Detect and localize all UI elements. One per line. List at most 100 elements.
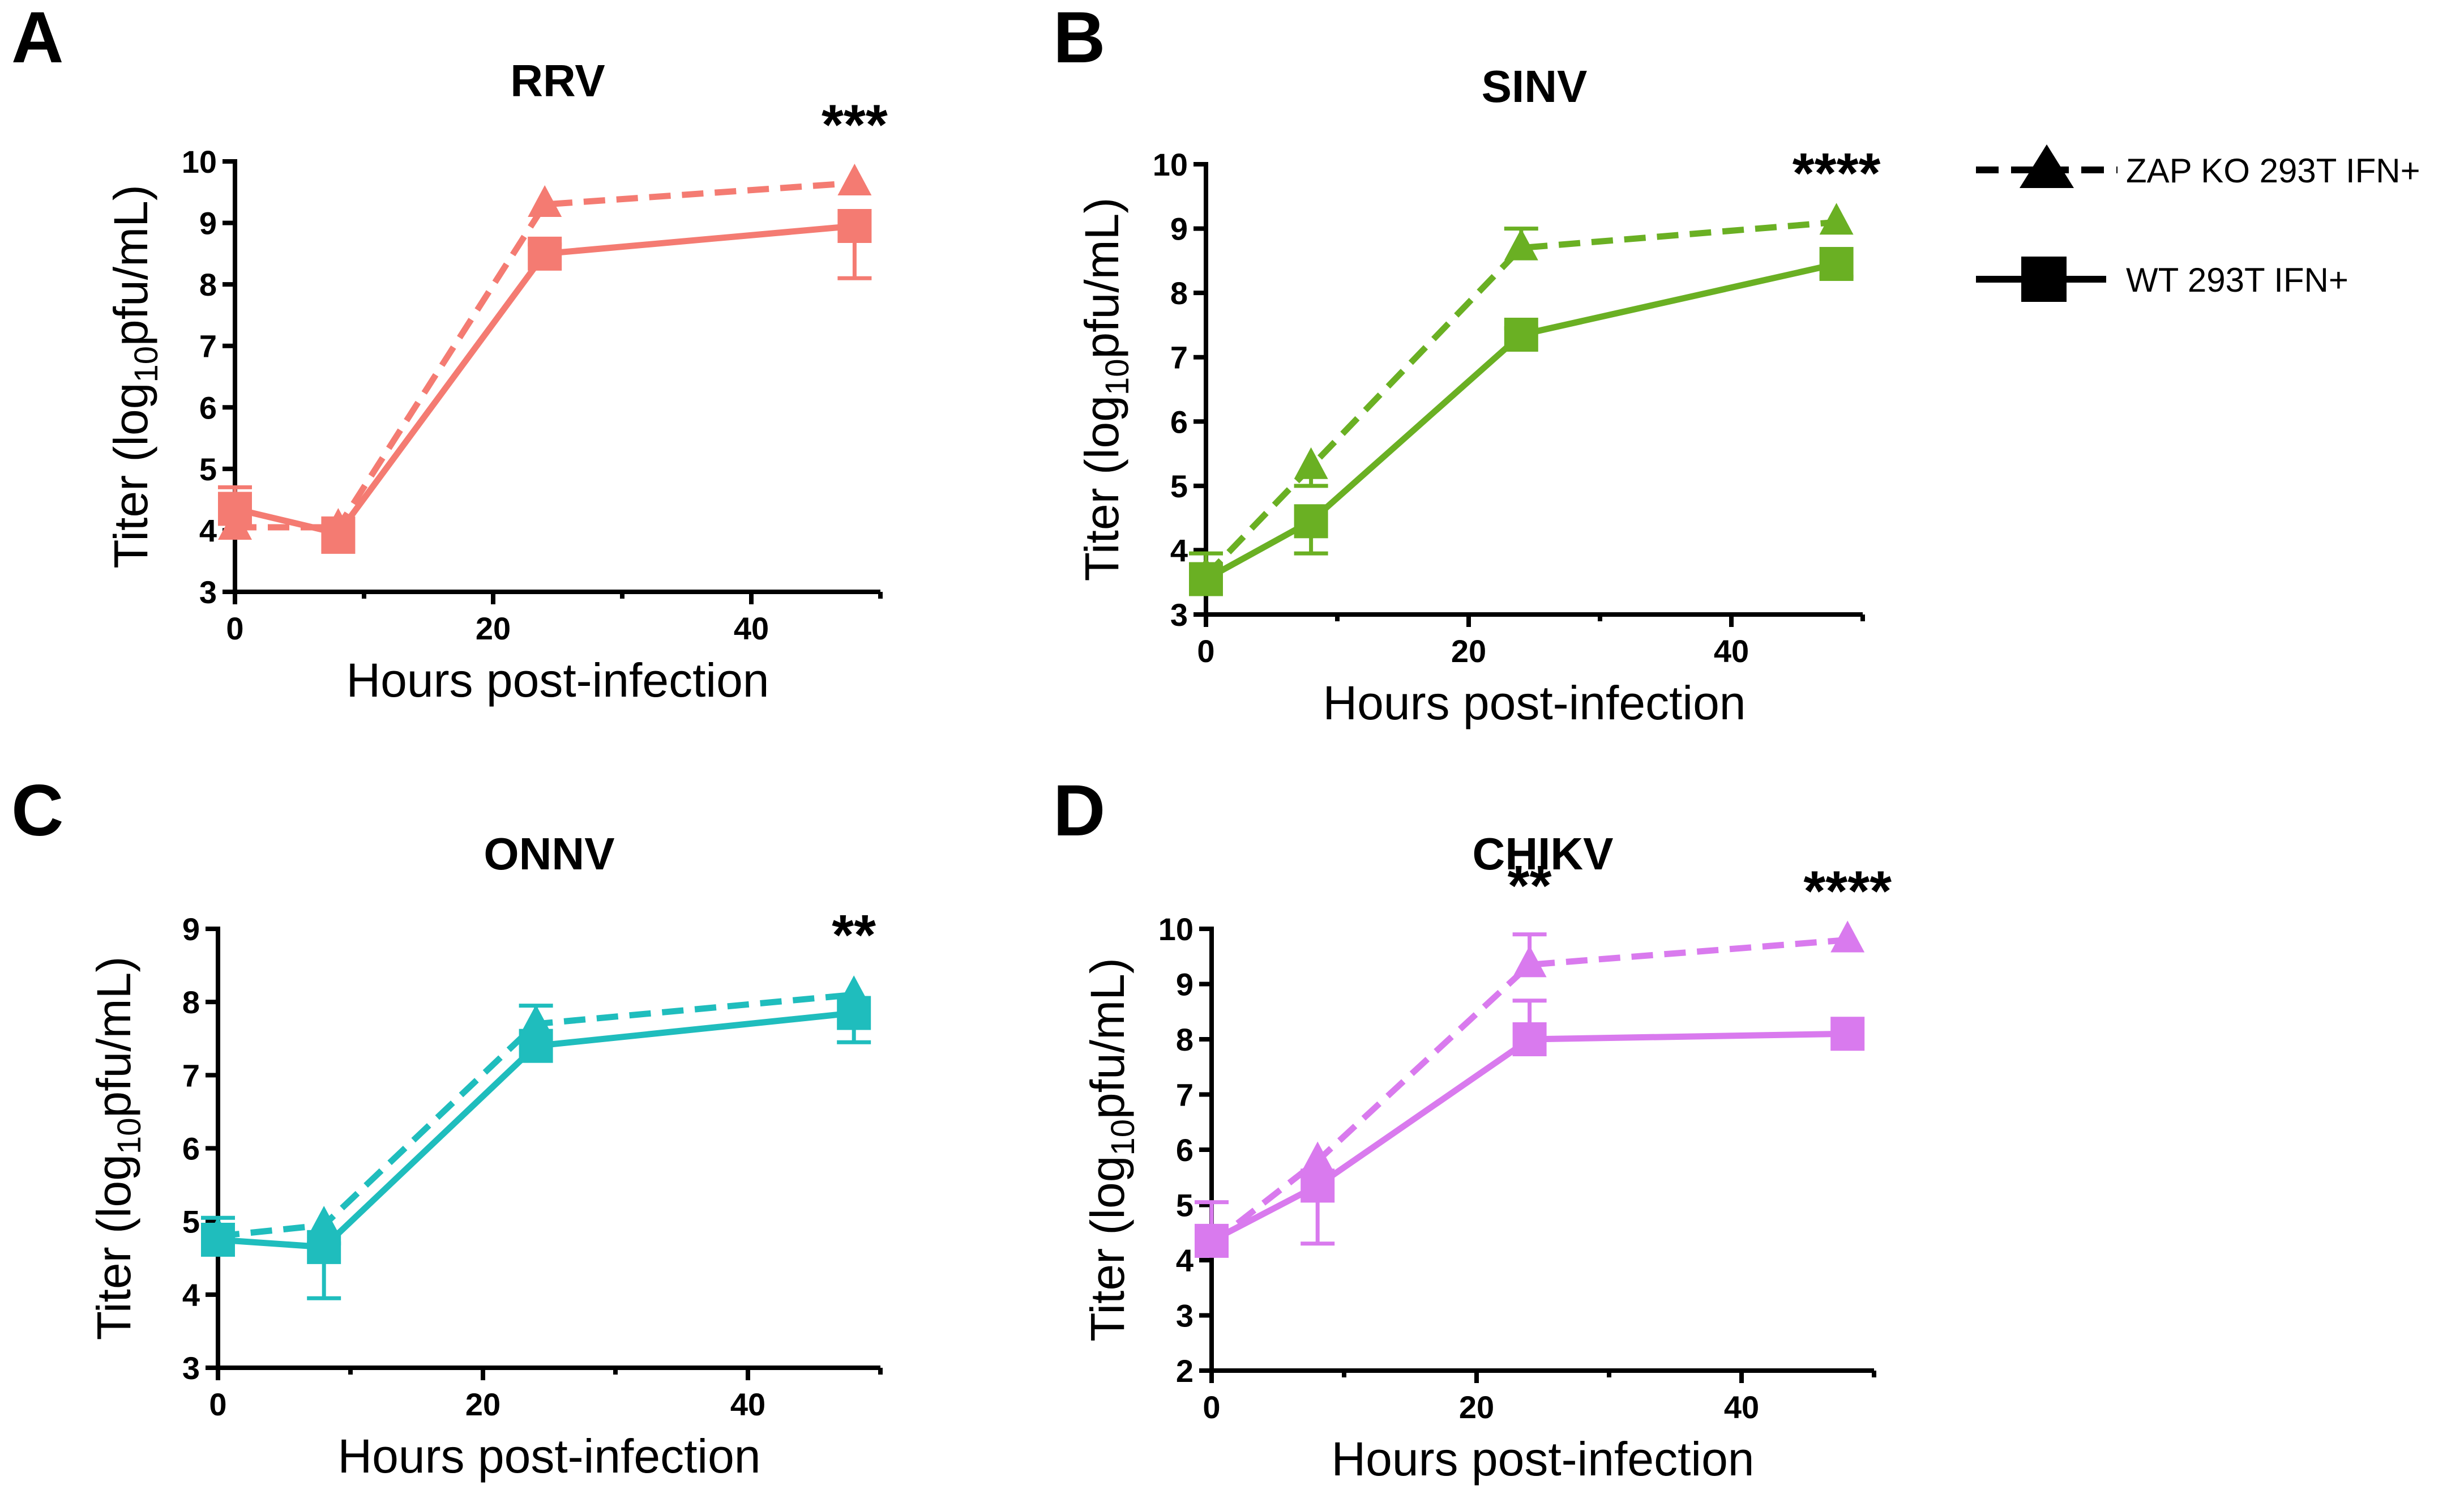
series-line <box>235 180 855 531</box>
y-tick-label: 3 <box>182 1350 200 1386</box>
legend: ZAP KO 293T IFN+ WT 293T IFN+ <box>1976 144 2420 302</box>
data-point-square <box>218 492 252 526</box>
y-tick-label: 10 <box>182 144 217 180</box>
panel-letter: D <box>1053 770 1105 851</box>
x-axis-label: Hours post-infection <box>1331 1432 1754 1486</box>
data-point-triangle <box>1512 945 1547 978</box>
y-tick-label: 7 <box>182 1057 200 1093</box>
data-point-square <box>1512 1022 1547 1056</box>
series-line <box>217 1010 854 1251</box>
legend-entry-zap-ko: ZAP KO 293T IFN+ <box>2126 152 2420 190</box>
x-tick-label: 20 <box>465 1386 500 1422</box>
legend-square-marker <box>2021 257 2067 302</box>
data-point-square <box>1504 317 1538 352</box>
panel-a: A RRV 3 4 5 6 7 8 9 10 0 20 40 Hours post-infection Ti… <box>11 0 888 707</box>
x-tick-label: 40 <box>734 611 769 646</box>
series-zap-ko <box>218 164 872 554</box>
y-axis-label-part: Titer (log <box>104 383 157 569</box>
data-point-triangle <box>1294 447 1328 479</box>
significance-marker: ** <box>832 903 876 967</box>
series-wt <box>1195 999 1865 1258</box>
data-point-square <box>307 1230 341 1264</box>
y-axis-label: Titer (log10pfu/mL) <box>87 957 148 1341</box>
data-point-square <box>837 996 871 1030</box>
y-tick-label: 3 <box>1176 1298 1194 1334</box>
x-axis-label: Hours post-infection <box>1323 676 1746 729</box>
y-tick-label: 5 <box>1170 468 1188 504</box>
x-tick-label: 0 <box>1197 633 1214 669</box>
x-axis-label: Hours post-infection <box>346 654 769 707</box>
chart-title: ONNV <box>484 829 614 879</box>
data-point-square <box>528 236 562 271</box>
series-line <box>1204 219 1837 578</box>
x-tick-label: 0 <box>1203 1389 1220 1425</box>
y-tick-label: 5 <box>1176 1188 1194 1223</box>
chart-title: RRV <box>510 56 605 106</box>
data-point-square <box>1301 1168 1335 1203</box>
y-tick-label: 8 <box>199 267 217 302</box>
y-tick-label: 5 <box>199 451 217 487</box>
data-point-square <box>1819 247 1854 281</box>
y-tick-label: 3 <box>199 574 217 610</box>
series-line <box>1204 261 1837 582</box>
series-line <box>217 991 854 1239</box>
data-point-triangle <box>837 164 872 195</box>
panel-letter: C <box>11 770 63 851</box>
data-point-square <box>519 1029 553 1063</box>
data-point-square <box>1195 1223 1229 1258</box>
data-point-square <box>1294 504 1328 539</box>
y-tick-label: 7 <box>1170 340 1188 376</box>
data-point-triangle <box>528 185 562 217</box>
y-tick-label: 8 <box>1176 1022 1194 1057</box>
y-tick-label: 8 <box>1170 275 1188 311</box>
y-tick-label: 7 <box>199 328 217 364</box>
y-axis-label-part: pfu/mL) <box>87 957 140 1118</box>
data-point-square <box>837 209 872 243</box>
y-tick-label: 6 <box>199 390 217 425</box>
data-point-square <box>321 516 356 551</box>
y-tick-label: 10 <box>1153 147 1188 182</box>
series-wt <box>218 209 872 551</box>
data-point-triangle <box>1819 203 1854 235</box>
data-point-square <box>201 1222 235 1257</box>
significance-marker: *** <box>822 93 888 157</box>
data-point-triangle <box>1504 228 1538 261</box>
y-tick-label: 9 <box>1170 211 1188 247</box>
series-zap-ko <box>1195 920 1865 1256</box>
y-axis-label-part: Titer (log <box>87 1154 140 1340</box>
y-axis-label-subscript: 10 <box>1105 1119 1141 1156</box>
series-wt <box>1189 247 1854 596</box>
x-tick-label: 40 <box>1714 633 1749 669</box>
y-axis-label-part: Titer (log <box>1081 1156 1134 1342</box>
legend-entry-wt: WT 293T IFN+ <box>2126 261 2348 299</box>
y-tick-label: 4 <box>182 1277 200 1313</box>
panel-d: D CHIKV 2 3 4 5 6 7 8 9 10 0 20 40 Hours post-infectio… <box>1053 770 1892 1486</box>
significance-marker: **** <box>1803 860 1892 923</box>
data-point-triangle <box>1830 920 1865 953</box>
series-wt <box>201 996 871 1300</box>
y-axis-label: Titer (log10pfu/mL) <box>1075 198 1136 582</box>
y-tick-label: 8 <box>182 984 200 1020</box>
y-tick-label: 6 <box>1170 404 1188 439</box>
y-axis-label-subscript: 10 <box>111 1117 148 1154</box>
y-axis-label-part: Titer (log <box>1075 395 1128 581</box>
panel-c: C ONNV 3 4 5 6 7 8 9 0 20 40 Hours post-infection Tit… <box>11 770 883 1483</box>
x-tick-label: 20 <box>1459 1389 1494 1425</box>
y-axis-label: Titer (log10pfu/mL) <box>104 185 165 569</box>
data-point-square <box>1830 1017 1865 1051</box>
x-tick-label: 20 <box>476 611 511 646</box>
y-tick-label: 6 <box>1176 1132 1194 1168</box>
y-axis-label-part: pfu/mL) <box>1081 958 1134 1119</box>
y-tick-label: 6 <box>182 1131 200 1167</box>
x-axis-label: Hours post-infection <box>337 1430 760 1483</box>
y-tick-label: 9 <box>1176 967 1194 1002</box>
x-tick-label: 40 <box>1724 1389 1759 1425</box>
panel-letter: A <box>11 0 63 78</box>
y-tick-label: 4 <box>199 513 217 548</box>
y-axis-label-subscript: 10 <box>1099 359 1136 395</box>
series-line <box>1209 937 1848 1247</box>
series-line <box>1210 1030 1848 1244</box>
y-tick-label: 9 <box>199 206 217 241</box>
y-tick-label: 4 <box>1176 1243 1194 1278</box>
